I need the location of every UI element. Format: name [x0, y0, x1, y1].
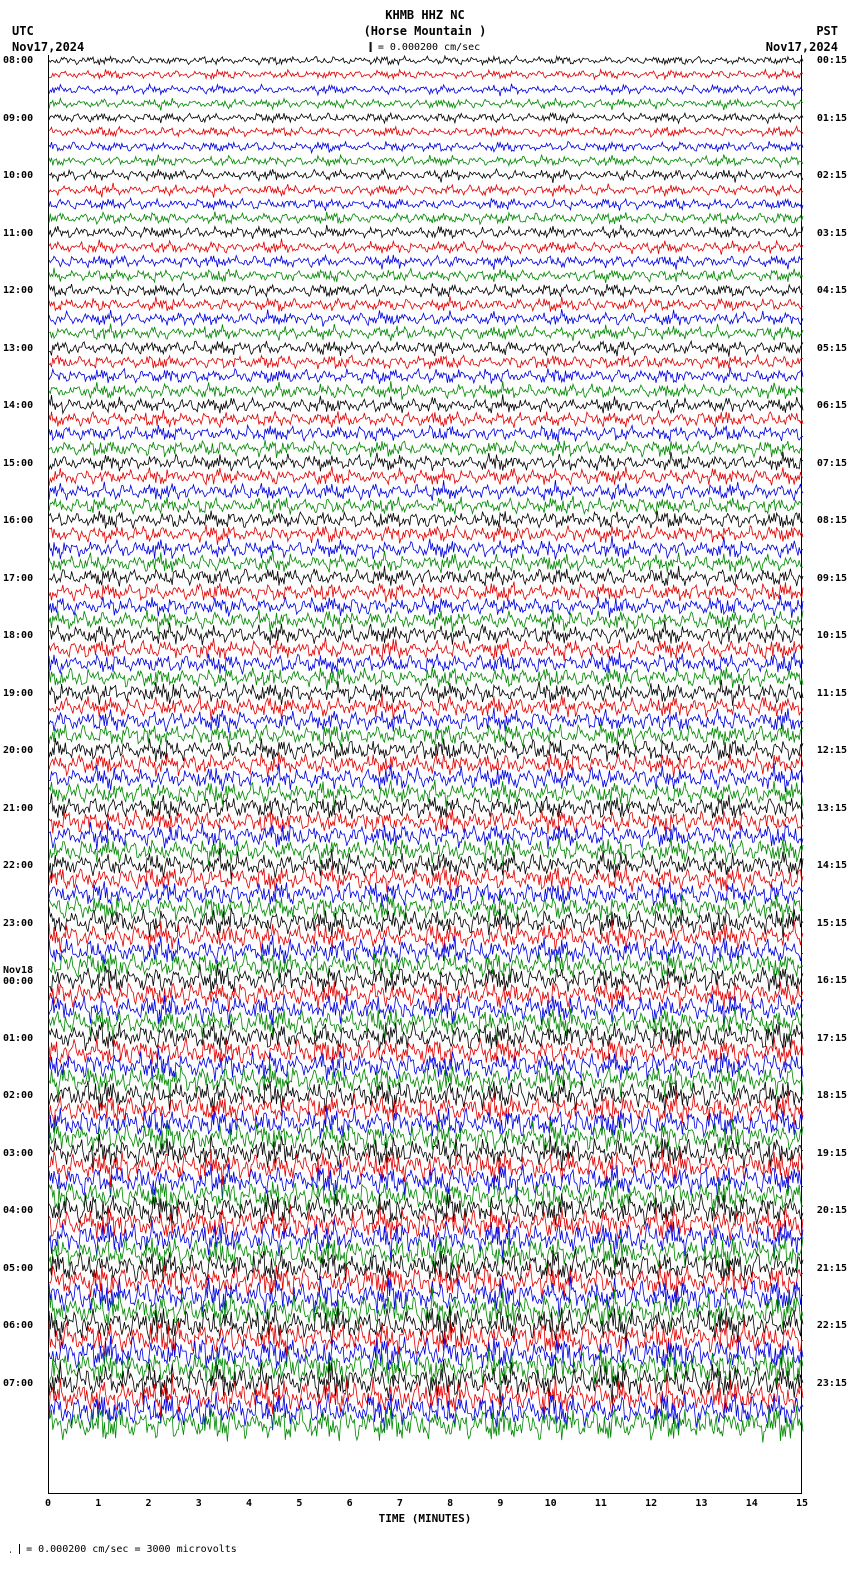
utc-time-label: Nov1800:00 [3, 965, 33, 987]
header-utc-block: UTC Nov17,2024 [12, 24, 84, 55]
pst-tz-label: PST [766, 24, 838, 40]
x-axis: TIME (MINUTES) 0123456789101112131415 [48, 1494, 802, 1534]
pst-date-label: Nov17,2024 [766, 40, 838, 56]
utc-time-label: 07:00 [3, 1378, 33, 1389]
x-tick-label: 13 [695, 1498, 707, 1509]
utc-time-label: 12:00 [3, 285, 33, 296]
x-tick-label: 1 [95, 1498, 101, 1509]
utc-time-label: 23:00 [3, 918, 33, 929]
scale-indicator: = 0.000200 cm/sec [364, 41, 487, 54]
pst-time-label: 12:15 [817, 745, 847, 756]
x-tick-label: 4 [246, 1498, 252, 1509]
x-tick-label: 0 [45, 1498, 51, 1509]
utc-time-label: 15:00 [3, 458, 33, 469]
pst-time-label: 18:15 [817, 1090, 847, 1101]
x-tick-label: 14 [746, 1498, 758, 1509]
utc-time-label: 05:00 [3, 1263, 33, 1274]
chart-header: UTC Nov17,2024 KHMB HHZ NC (Horse Mounta… [0, 0, 850, 55]
utc-time-label: 03:00 [3, 1148, 33, 1159]
pst-time-label: 09:15 [817, 573, 847, 584]
x-tick-label: 15 [796, 1498, 808, 1509]
pst-time-label: 03:15 [817, 228, 847, 239]
x-tick-label: 2 [146, 1498, 152, 1509]
pst-time-label: 13:15 [817, 803, 847, 814]
trace-row [49, 1427, 801, 1441]
header-pst-block: PST Nov17,2024 [766, 24, 838, 55]
pst-time-label: 20:15 [817, 1205, 847, 1216]
pst-time-label: 02:15 [817, 170, 847, 181]
x-axis-label: TIME (MINUTES) [379, 1512, 472, 1525]
utc-time-label: 08:00 [3, 55, 33, 66]
pst-time-label: 08:15 [817, 515, 847, 526]
pst-time-label: 06:15 [817, 400, 847, 411]
pst-time-label: 16:15 [817, 975, 847, 986]
pst-time-label: 22:15 [817, 1320, 847, 1331]
pst-time-label: 01:15 [817, 113, 847, 124]
utc-time-label: 11:00 [3, 228, 33, 239]
utc-time-label: 01:00 [3, 1033, 33, 1044]
x-tick-label: 3 [196, 1498, 202, 1509]
pst-time-label: 00:15 [817, 55, 847, 66]
pst-time-label: 14:15 [817, 860, 847, 871]
utc-time-label: 16:00 [3, 515, 33, 526]
utc-time-label: 19:00 [3, 688, 33, 699]
header-center-block: KHMB HHZ NC (Horse Mountain ) = 0.000200… [364, 8, 487, 54]
utc-tz-label: UTC [12, 24, 84, 40]
x-tick-label: 9 [497, 1498, 503, 1509]
pst-time-label: 23:15 [817, 1378, 847, 1389]
utc-time-label: 22:00 [3, 860, 33, 871]
pst-time-label: 07:15 [817, 458, 847, 469]
pst-time-label: 05:15 [817, 343, 847, 354]
pst-time-label: 15:15 [817, 918, 847, 929]
utc-time-label: 18:00 [3, 630, 33, 641]
pst-time-label: 04:15 [817, 285, 847, 296]
utc-time-label: 09:00 [3, 113, 33, 124]
utc-time-label: 14:00 [3, 400, 33, 411]
seismograph-plot: 08:0009:0010:0011:0012:0013:0014:0015:00… [48, 55, 802, 1494]
pst-time-label: 21:15 [817, 1263, 847, 1274]
pst-time-label: 10:15 [817, 630, 847, 641]
x-tick-label: 5 [296, 1498, 302, 1509]
utc-time-label: 02:00 [3, 1090, 33, 1101]
utc-time-label: 10:00 [3, 170, 33, 181]
pst-time-label: 11:15 [817, 688, 847, 699]
utc-time-label: 13:00 [3, 343, 33, 354]
x-tick-label: 8 [447, 1498, 453, 1509]
x-tick-label: 6 [347, 1498, 353, 1509]
utc-time-label: 21:00 [3, 803, 33, 814]
pst-time-label: 17:15 [817, 1033, 847, 1044]
utc-time-label: 06:00 [3, 1320, 33, 1331]
x-tick-label: 7 [397, 1498, 403, 1509]
x-tick-label: 10 [545, 1498, 557, 1509]
x-tick-label: 12 [645, 1498, 657, 1509]
footer-scale: ⋅ = 0.000200 cm/sec = 3000 microvolts [8, 1544, 850, 1557]
utc-time-label: 04:00 [3, 1205, 33, 1216]
station-code: KHMB HHZ NC [364, 8, 487, 24]
station-location: (Horse Mountain ) [364, 24, 487, 40]
pst-time-label: 19:15 [817, 1148, 847, 1159]
utc-time-label: 17:00 [3, 573, 33, 584]
x-tick-label: 11 [595, 1498, 607, 1509]
utc-time-label: 20:00 [3, 745, 33, 756]
utc-date-label: Nov17,2024 [12, 40, 84, 56]
